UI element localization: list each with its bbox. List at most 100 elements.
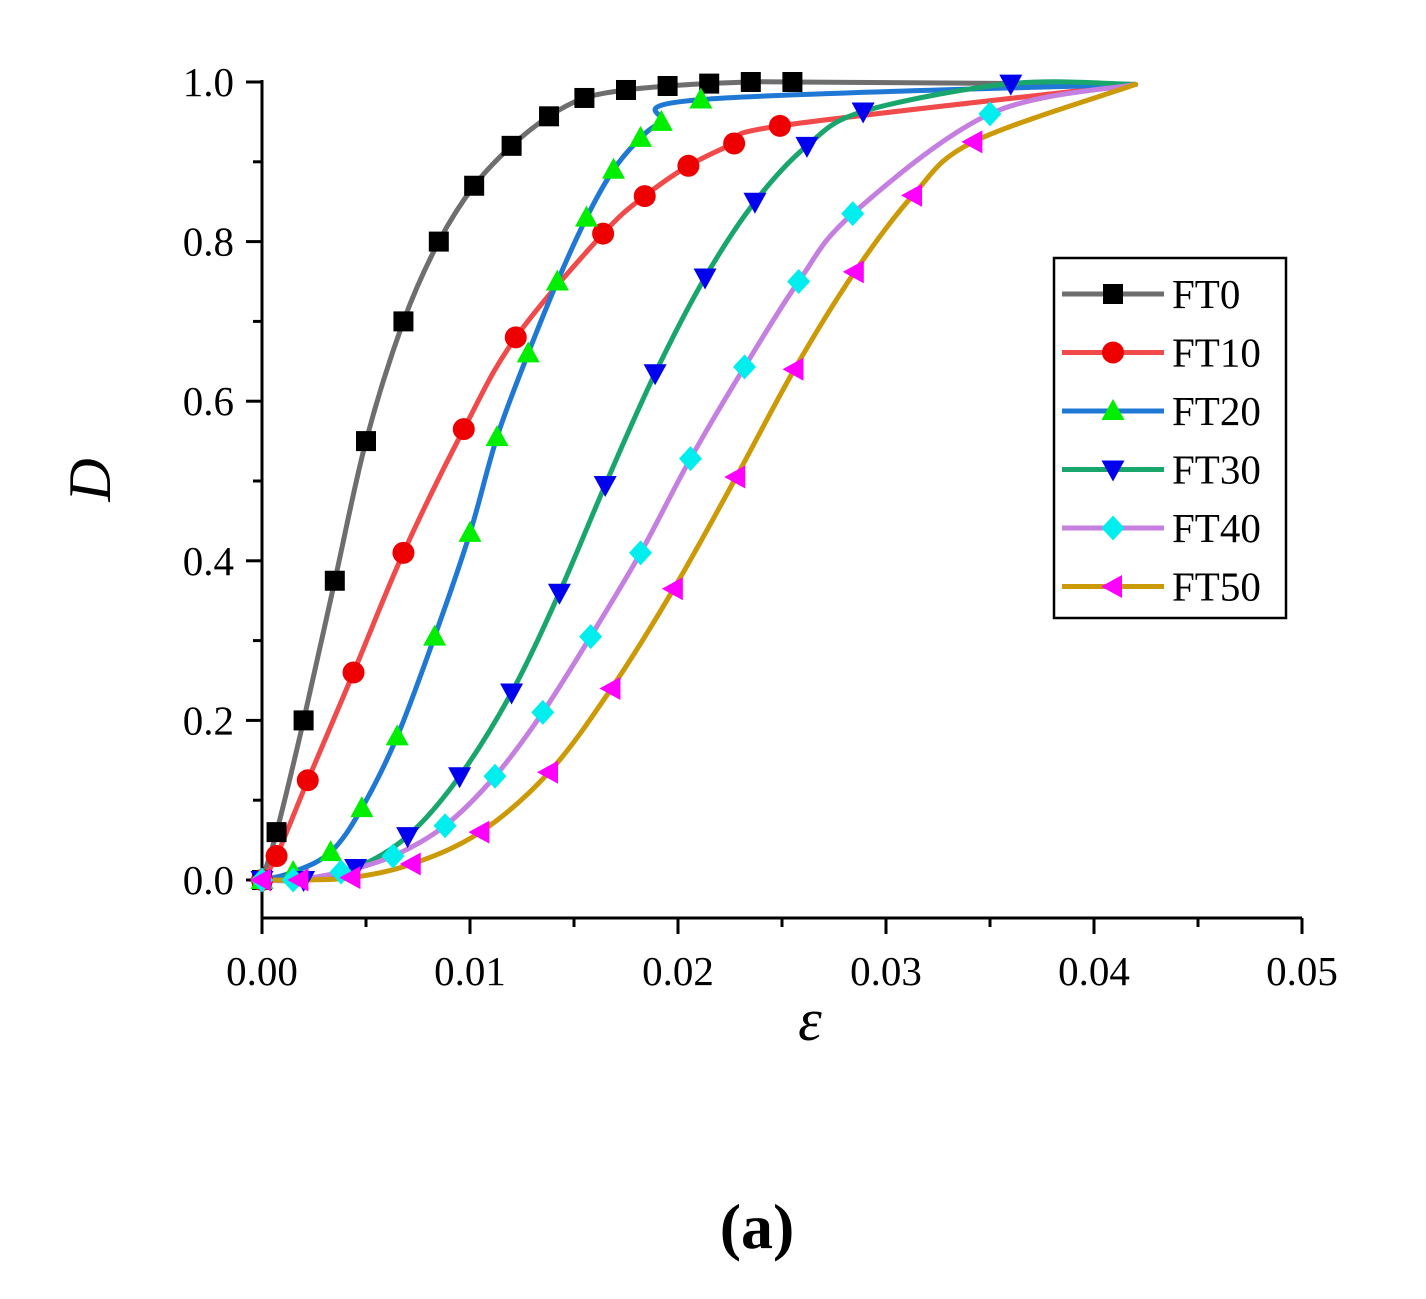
data-point-ft10 <box>504 326 527 349</box>
data-point-ft40 <box>629 540 653 566</box>
data-point-ft30 <box>795 136 819 158</box>
data-point-ft0 <box>657 75 678 96</box>
data-point-ft10 <box>452 418 475 441</box>
data-point-ft10 <box>633 185 656 208</box>
data-point-ft20 <box>458 520 482 542</box>
data-point-ft30 <box>448 767 472 789</box>
data-point-ft0 <box>782 72 803 92</box>
data-point-ft20 <box>485 425 509 447</box>
panel-label: (a) <box>720 1191 795 1262</box>
data-point-ft30 <box>851 102 875 124</box>
legend-label: FT30 <box>1172 447 1261 493</box>
data-point-ft0 <box>501 135 522 156</box>
series-line-ft50 <box>259 81 1139 883</box>
data-point-ft10 <box>592 222 615 245</box>
y-tick-label: 1.0 <box>183 59 234 105</box>
data-point-ft10 <box>723 132 746 155</box>
data-point-ft50 <box>782 357 804 381</box>
y-tick-label: 0.6 <box>183 378 234 424</box>
y-axis-title: D <box>57 458 123 502</box>
data-point-ft0 <box>428 231 449 252</box>
data-point-ft0 <box>356 431 376 452</box>
data-point-ft0 <box>266 822 287 843</box>
data-point-ft0 <box>574 87 595 108</box>
data-point-ft50 <box>537 760 559 784</box>
data-point-ft30 <box>999 74 1023 96</box>
legend-marker <box>1101 399 1125 420</box>
y-tick-label: 0.4 <box>183 538 234 584</box>
data-point-ft50 <box>287 868 309 892</box>
data-point-ft0 <box>539 106 560 127</box>
x-axis-title: ε <box>798 987 822 1053</box>
series-lines <box>259 79 1139 884</box>
data-point-ft10 <box>677 154 700 177</box>
data-point-ft30 <box>643 364 667 386</box>
data-point-ft20 <box>689 87 713 109</box>
data-point-ft50 <box>961 130 983 154</box>
data-point-ft50 <box>661 577 683 601</box>
x-tick-label: 0.03 <box>850 948 922 994</box>
data-point-ft20 <box>602 157 626 179</box>
data-point-ft20 <box>545 269 569 291</box>
data-point-ft20 <box>319 840 343 862</box>
x-tick-label: 0.04 <box>1058 948 1130 994</box>
data-point-ft50 <box>250 868 271 892</box>
data-point-ft40 <box>433 813 457 839</box>
legend-box <box>1052 256 1288 620</box>
legend-label: FT10 <box>1172 330 1261 376</box>
legend-label: FT0 <box>1172 271 1240 317</box>
data-point-ft10 <box>296 769 319 792</box>
series-line-ft10 <box>259 81 1139 883</box>
data-point-ft40 <box>733 354 757 380</box>
legend-label: FT20 <box>1172 388 1261 434</box>
y-tick-label: 0.2 <box>183 697 234 743</box>
data-point-ft0 <box>464 175 485 196</box>
data-point-ft50 <box>842 260 864 284</box>
x-tick-label: 0.05 <box>1266 948 1338 994</box>
data-point-ft0 <box>293 710 314 731</box>
legend: FT0 FT10 FT20 FT30 FT40 FT50 <box>1052 256 1288 620</box>
data-point-ft30 <box>593 475 617 497</box>
data-point-ft50 <box>399 852 421 876</box>
data-point-ft30 <box>743 192 767 214</box>
data-point-ft0 <box>699 73 720 94</box>
data-point-ft20 <box>423 624 447 646</box>
axes: 0.00 0.01 0.02 0.03 0.04 0.05 0.0 0.2 0.4 0.6 0.8 1… <box>183 59 1338 994</box>
data-point-ft30 <box>693 268 717 290</box>
x-tick-label: 0.00 <box>226 948 298 994</box>
x-tick-label: 0.01 <box>434 948 506 994</box>
legend-marker <box>1101 575 1122 598</box>
data-point-ft30 <box>547 583 571 605</box>
data-point-ft0 <box>324 570 345 591</box>
series-line-ft40 <box>259 81 1139 884</box>
data-point-ft20 <box>385 724 409 746</box>
data-point-ft40 <box>678 446 702 472</box>
legend-marker <box>1101 515 1125 541</box>
series-line-ft30 <box>259 79 1139 884</box>
legend-label: FT40 <box>1172 505 1261 551</box>
data-point-ft10 <box>342 661 365 684</box>
data-point-ft30 <box>396 827 420 849</box>
x-tick-label: 0.02 <box>642 948 714 994</box>
series-markers <box>250 72 1023 893</box>
data-point-ft50 <box>468 820 490 844</box>
legend-marker <box>1101 460 1125 482</box>
data-point-ft10 <box>265 845 288 868</box>
data-point-ft30 <box>500 683 524 705</box>
data-point-ft20 <box>629 125 653 147</box>
data-point-ft40 <box>531 699 555 725</box>
data-point-ft0 <box>616 79 636 100</box>
y-tick-label: 0.8 <box>183 219 234 265</box>
legend-label: FT50 <box>1172 564 1261 610</box>
data-point-ft20 <box>350 796 374 818</box>
data-point-ft40 <box>787 269 811 294</box>
legend-marker <box>1103 284 1123 304</box>
legend-marker <box>1102 341 1124 364</box>
data-point-ft20 <box>516 341 540 363</box>
data-point-ft10 <box>392 541 415 564</box>
data-point-ft0 <box>393 311 414 332</box>
data-point-ft0 <box>740 72 761 92</box>
y-tick-label: 0.0 <box>183 857 234 903</box>
data-point-ft40 <box>579 624 603 650</box>
